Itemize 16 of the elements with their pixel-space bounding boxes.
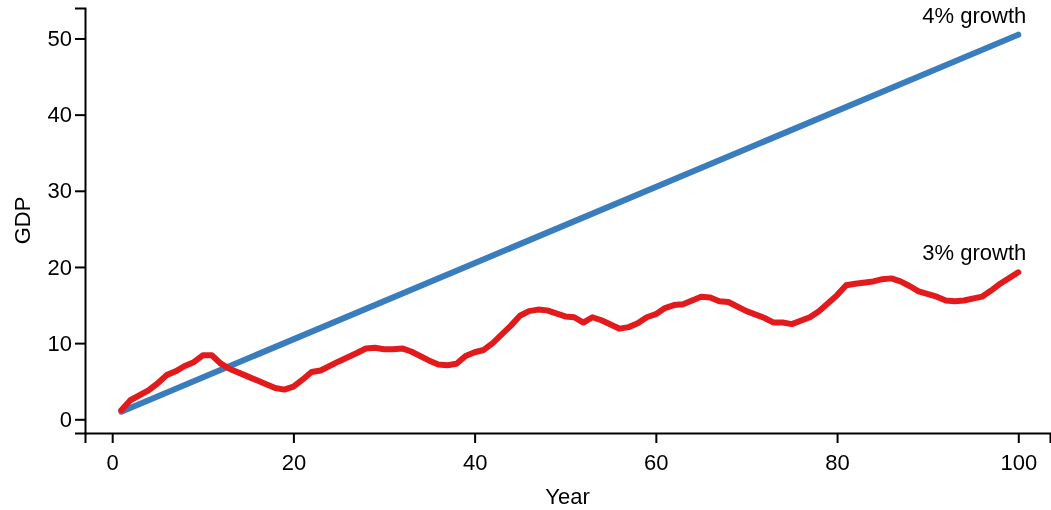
y-tick-label: 50: [47, 26, 72, 52]
y-tick-label: 30: [47, 178, 72, 204]
x-tick-label: 0: [106, 450, 119, 476]
x-tick-label: 80: [825, 450, 850, 476]
y-tick-label: 40: [47, 102, 72, 128]
y-tick-label: 20: [47, 254, 72, 280]
y-tick-label: 10: [47, 330, 72, 356]
x-tick-label: 100: [1000, 450, 1038, 476]
series-label: 4% growth: [922, 2, 1027, 28]
x-axis-title: Year: [545, 484, 590, 509]
x-tick-label: 60: [644, 450, 669, 476]
x-tick-label: 20: [281, 450, 307, 476]
y-tick-label: 0: [59, 406, 72, 432]
y-axis-title: GDP: [10, 196, 35, 245]
series-label: 3% growth: [922, 240, 1027, 266]
x-tick-label: 40: [462, 450, 488, 476]
